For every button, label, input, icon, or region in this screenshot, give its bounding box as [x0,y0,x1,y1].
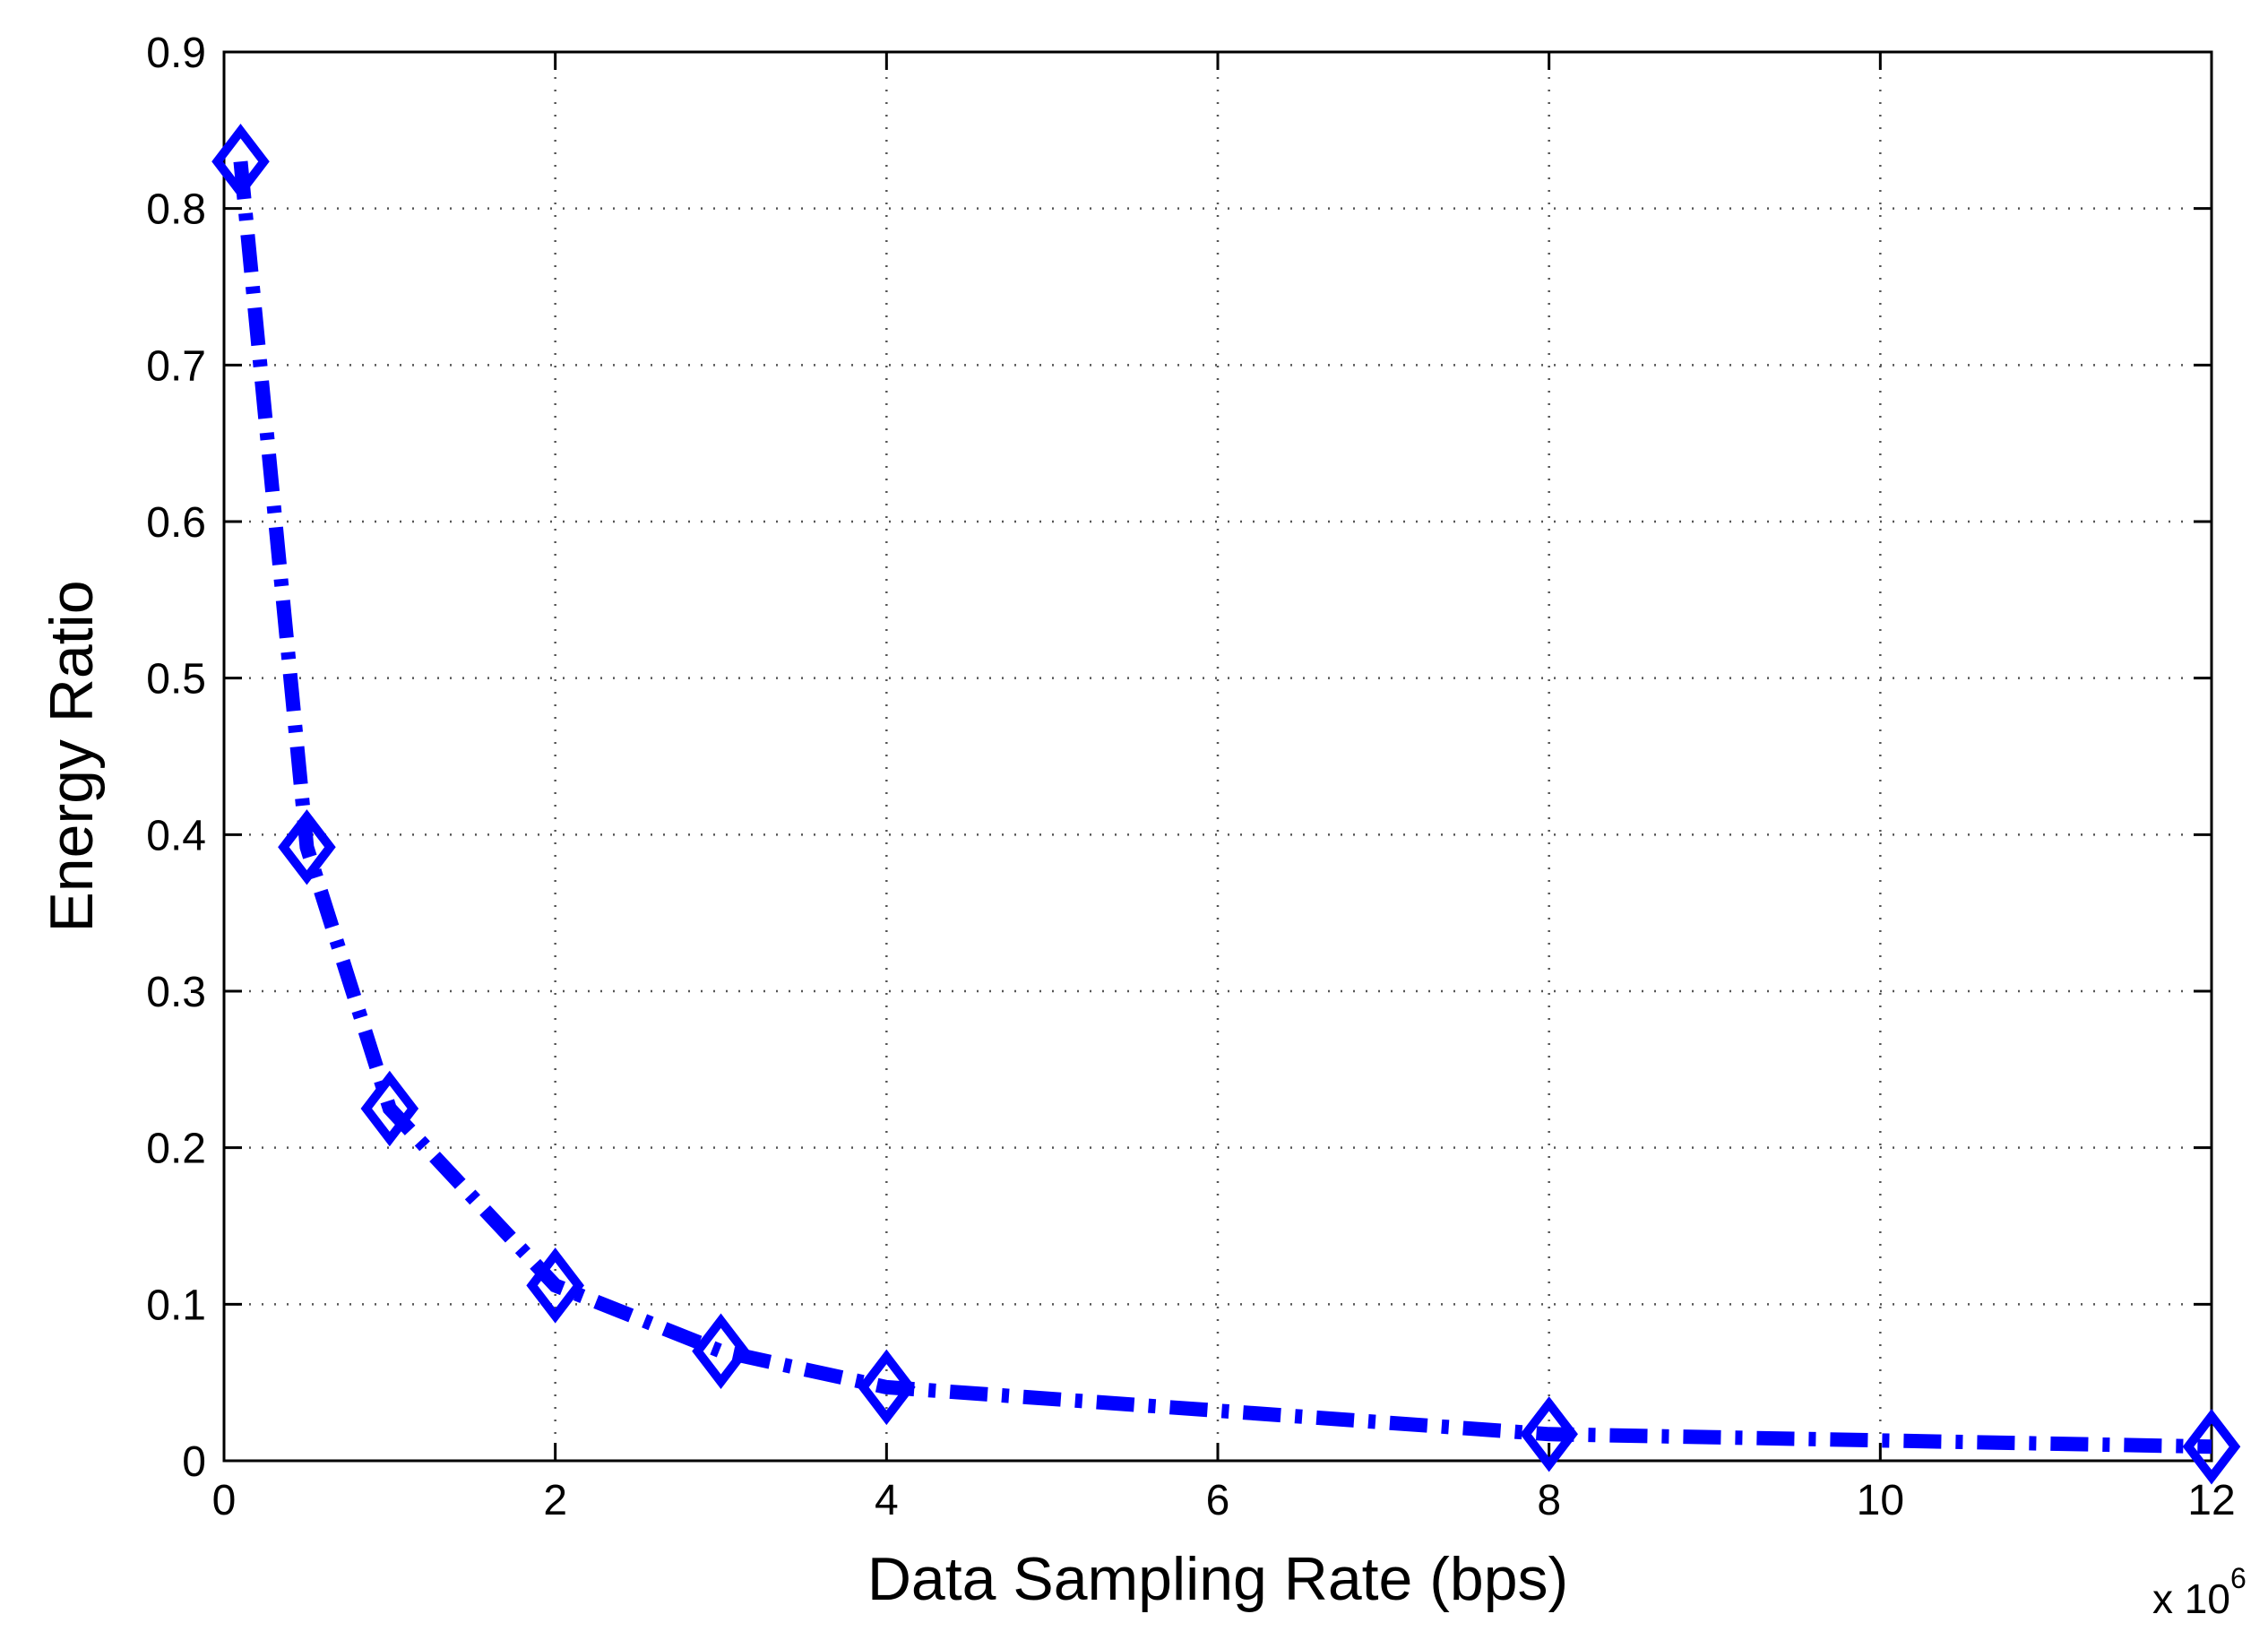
y-tick-label: 0.6 [146,499,206,547]
data-point-marker [1520,1396,1578,1472]
data-point-marker [211,124,270,200]
x-tick-label: 12 [2187,1477,2235,1524]
y-tick-label: 0.5 [146,656,206,703]
y-tick-label: 0 [182,1438,206,1486]
x-tick-label: 0 [212,1477,237,1524]
data-point-marker [2182,1409,2241,1485]
y-tick-label: 0.2 [146,1126,206,1173]
tick-labels: 0 2 4 6 8 10 12 0 0.1 0.2 0.3 0.4 0.5 0.6 0.7 0.8 0.9 [146,30,2235,1524]
data-point-marker [526,1247,584,1324]
y-tick-label: 0.7 [146,342,206,390]
x-tick-label: 2 [543,1477,567,1524]
x-tick-label: 10 [1857,1477,1904,1524]
y-tick-label: 0.1 [146,1282,206,1329]
data-series [211,124,2241,1485]
x-axis-multiplier: x 106 [2152,1562,2246,1622]
y-axis-title: Energy Ratio [38,580,106,932]
y-tick-label: 0.8 [146,186,206,234]
y-tick-label: 0.4 [146,812,206,859]
x-axis-multiplier-exponent: 6 [2230,1562,2246,1594]
data-point-marker [360,1070,419,1147]
data-point-marker [278,809,336,885]
x-tick-label: 6 [1206,1477,1230,1524]
x-axis-multiplier-base: x 10 [2152,1575,2230,1622]
grid-lines [224,52,2212,1461]
series-line [233,160,2212,1454]
y-tick-label: 0.9 [146,30,206,77]
x-tick-label: 8 [1537,1477,1561,1524]
data-point-marker [858,1349,916,1426]
y-tick-label: 0.3 [146,969,206,1016]
data-point-marker [692,1313,750,1389]
x-axis-title: Data Sampling Rate (bps) [867,1545,1568,1613]
x-tick-label: 4 [875,1477,899,1524]
